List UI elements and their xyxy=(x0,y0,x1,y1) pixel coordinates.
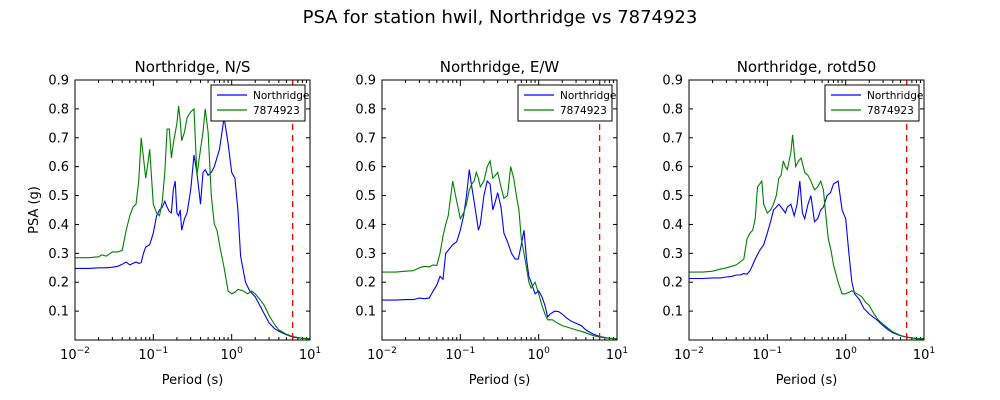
y-tick-label: 0.5 xyxy=(662,189,683,204)
series-line-northridge xyxy=(689,180,924,340)
series-line-7874923 xyxy=(689,134,924,340)
axes-frame xyxy=(688,79,925,341)
x-tick-label: 10−1 xyxy=(138,346,168,363)
legend-label: 7874923 xyxy=(253,105,300,117)
panel-title: Northridge, rotd50 xyxy=(737,58,877,76)
x-tick-label: 101 xyxy=(913,346,935,363)
plot-area xyxy=(689,134,924,340)
y-tick-label: 0.9 xyxy=(48,74,69,89)
chart-panel-1: Northridge, N/S 0.1 0.2 0.3 0.4 0.5 0.6 0.7 0.8 0… xyxy=(27,58,321,388)
legend-label: Northridge xyxy=(253,90,309,102)
x-tick-label: 10−2 xyxy=(367,346,397,363)
y-axis-label: PSA (g) xyxy=(27,186,42,234)
x-tick-label: 100 xyxy=(528,346,551,363)
series-line-7874923 xyxy=(75,105,310,340)
x-tick-label: 10−2 xyxy=(674,346,704,363)
legend-label: Northridge xyxy=(560,90,616,102)
series-line-northridge xyxy=(75,117,310,340)
chart-panel-3: Northridge, rotd50 0.1 0.2 0.3 0.4 0.5 0.6 0.7 0… xyxy=(662,58,935,388)
x-tick-label: 100 xyxy=(221,346,244,363)
legend-label: Northridge xyxy=(867,90,923,102)
x-axis-label: Period (s) xyxy=(469,373,531,388)
y-tick-label: 0.3 xyxy=(662,247,683,262)
x-axis-label: Period (s) xyxy=(162,373,224,388)
legend-box xyxy=(517,84,613,122)
panel-title: Northridge, E/W xyxy=(440,58,560,76)
legend-label: 7874923 xyxy=(867,105,914,117)
legend-label: 7874923 xyxy=(560,105,607,117)
y-tick-label: 0.3 xyxy=(355,247,376,262)
x-tick-label: 100 xyxy=(835,346,858,363)
y-tick-label: 0.5 xyxy=(48,189,69,204)
y-tick-label: 0.4 xyxy=(662,218,683,233)
legend-box xyxy=(210,84,306,122)
y-tick-label: 0.5 xyxy=(355,189,376,204)
y-tick-label: 0.1 xyxy=(662,305,683,320)
y-tick-label: 0.3 xyxy=(48,247,69,262)
legend: Northridge 7874923 xyxy=(824,84,923,122)
panel-title: Northridge, N/S xyxy=(135,58,251,76)
axes-frame xyxy=(381,79,618,341)
plot-area xyxy=(75,105,310,340)
chart-panel-2: Northridge, E/W 0.1 0.2 0.3 0.4 0.5 0.6 0.7 0.8 0… xyxy=(355,58,628,388)
legend-box xyxy=(824,84,920,122)
y-tick-label: 0.9 xyxy=(662,74,683,89)
x-tick-label: 10−1 xyxy=(445,346,475,363)
axes-frame xyxy=(74,79,311,341)
y-tick-label: 0.1 xyxy=(355,305,376,320)
y-tick-label: 0.8 xyxy=(48,102,69,117)
plot-area xyxy=(382,159,617,340)
x-axis-label: Period (s) xyxy=(776,373,838,388)
y-tick-label: 0.4 xyxy=(355,218,376,233)
x-tick-label: 10−2 xyxy=(60,346,90,363)
x-tick-label: 101 xyxy=(299,346,321,363)
y-tick-label: 0.6 xyxy=(48,160,69,175)
figure-title: PSA for station hwil, Northridge vs 7874… xyxy=(303,7,698,28)
y-tick-label: 0.7 xyxy=(662,131,683,146)
y-tick-label: 0.6 xyxy=(355,160,376,175)
series-line-7874923 xyxy=(382,159,617,340)
legend: Northridge 7874923 xyxy=(517,84,616,122)
x-tick-label: 10−1 xyxy=(752,346,782,363)
y-tick-label: 0.7 xyxy=(355,131,376,146)
y-tick-label: 0.2 xyxy=(48,276,69,291)
y-tick-label: 0.6 xyxy=(662,160,683,175)
series-line-northridge xyxy=(382,169,617,340)
y-tick-label: 0.8 xyxy=(662,102,683,117)
y-tick-label: 0.1 xyxy=(48,305,69,320)
y-tick-label: 0.7 xyxy=(48,131,69,146)
y-tick-label: 0.2 xyxy=(662,276,683,291)
x-tick-label: 101 xyxy=(606,346,628,363)
y-tick-label: 0.9 xyxy=(355,74,376,89)
y-tick-label: 0.2 xyxy=(355,276,376,291)
y-tick-label: 0.8 xyxy=(355,102,376,117)
y-tick-label: 0.4 xyxy=(48,218,69,233)
legend: Northridge 7874923 xyxy=(210,84,309,122)
